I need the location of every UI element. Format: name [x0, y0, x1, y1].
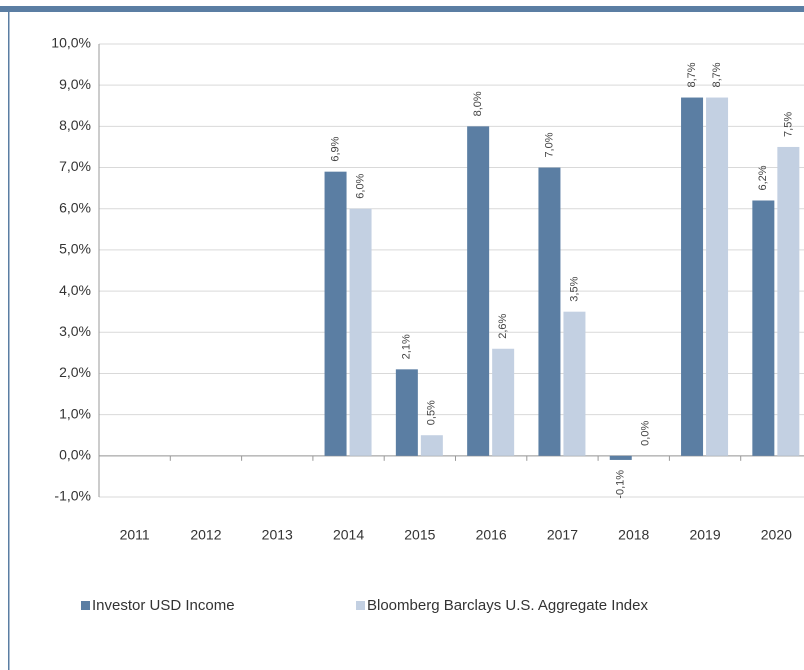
x-tick-label: 2017 [547, 527, 578, 543]
data-label: 6,9% [329, 136, 341, 161]
y-tick-label: 8,0% [59, 117, 91, 133]
data-label: 6,2% [757, 165, 769, 190]
x-tick-label: 2020 [761, 527, 792, 543]
data-label: 8,7% [686, 62, 698, 87]
x-tick-label: 2016 [476, 527, 507, 543]
x-tick-label: 2011 [120, 527, 150, 543]
y-tick-label: 9,0% [59, 76, 91, 92]
legend-label: Investor USD Income [92, 597, 235, 614]
y-tick-label: -1,0% [54, 488, 91, 504]
y-tick-label: 2,0% [59, 364, 91, 380]
left-border [8, 12, 10, 670]
legend-swatch [81, 601, 90, 610]
y-tick-label: 4,0% [59, 282, 91, 298]
data-label: 3,5% [568, 276, 580, 301]
y-tick-label: 10,0% [51, 35, 91, 51]
bar [467, 126, 489, 455]
chart: -1,0% 0,0% 1,0% 2,0% 3,0% 4,0% 5,0% 6,0% 7,0% 8,0… [0, 0, 804, 670]
bar [325, 172, 347, 456]
bar [492, 349, 514, 456]
y-tick-label: 7,0% [59, 158, 91, 174]
data-label: 8,7% [711, 62, 723, 87]
bar [681, 98, 703, 456]
bar [563, 312, 585, 456]
x-tick-label: 2013 [262, 527, 293, 543]
data-label: 0,0% [640, 421, 652, 446]
data-label: 0,5% [426, 400, 438, 425]
data-label: 7,0% [543, 132, 555, 157]
x-tick-label: 2012 [190, 527, 221, 543]
x-tick-label: 2018 [618, 527, 649, 543]
bar [538, 168, 560, 456]
bar [610, 456, 632, 460]
legend-label: Bloomberg Barclays U.S. Aggregate Index [367, 597, 648, 614]
bar [777, 147, 799, 456]
bar [421, 435, 443, 456]
y-tick-label: 0,0% [59, 447, 91, 463]
x-tick-label: 2015 [404, 527, 435, 543]
data-label: 2,1% [401, 334, 413, 359]
bar [752, 200, 774, 455]
data-label: 8,0% [472, 91, 484, 116]
data-label: 6,0% [354, 173, 366, 198]
data-label: 7,5% [782, 112, 794, 137]
bar [350, 209, 372, 456]
top-border [0, 6, 804, 12]
y-tick-label: 3,0% [59, 323, 91, 339]
y-tick-label: 5,0% [59, 241, 91, 257]
data-label: 2,6% [497, 313, 509, 338]
x-tick-label: 2019 [689, 527, 720, 543]
y-tick-label: 6,0% [59, 199, 91, 215]
bar [396, 369, 418, 455]
bar [706, 98, 728, 456]
y-tick-label: 1,0% [59, 405, 91, 421]
legend-swatch [356, 601, 365, 610]
x-tick-label: 2014 [333, 527, 364, 543]
data-label: -0,1% [615, 470, 627, 499]
